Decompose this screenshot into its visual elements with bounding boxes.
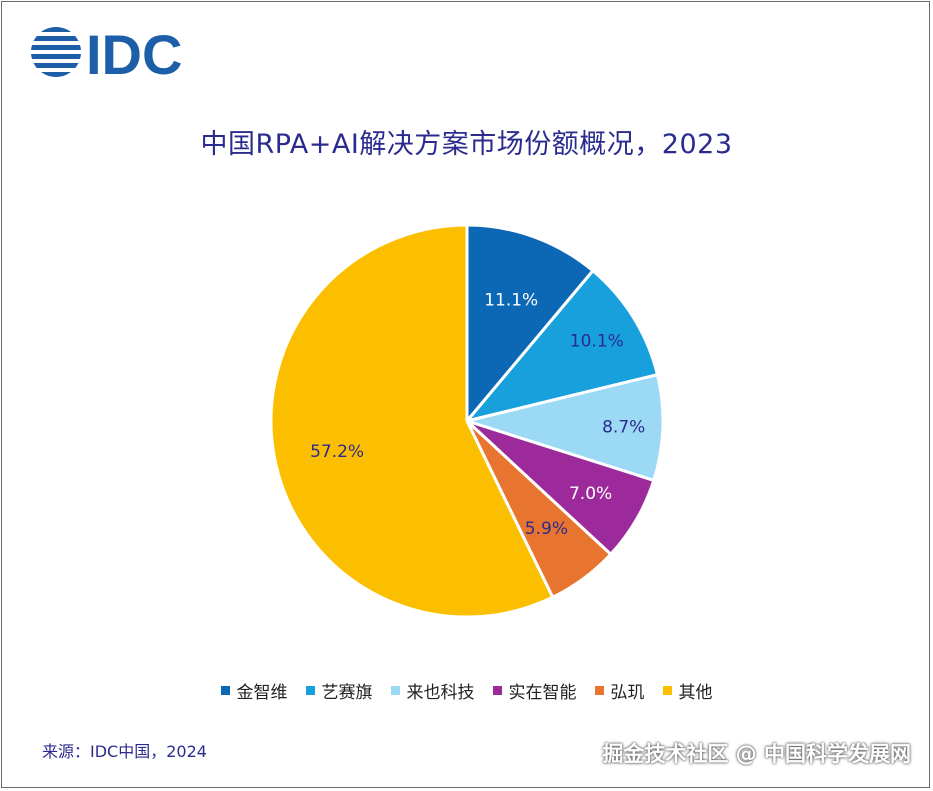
pie-slice-1 (465, 223, 595, 423)
pie-slice-6 (269, 223, 555, 619)
legend-item-4: 实在智能 (492, 678, 577, 703)
legend-item-6: 其他 (662, 678, 713, 703)
legend-label: 来也科技 (406, 683, 475, 703)
watermark: 掘金技术社区 @ 中国科学发展网 (602, 742, 911, 766)
data-label-4: 7.0% (569, 484, 612, 504)
data-label-6: 57.2% (310, 442, 364, 462)
legend-label: 实在智能 (508, 683, 577, 703)
legend-swatch (662, 686, 672, 695)
idc-logo-icon: IDC (31, 23, 182, 86)
idc-logo: IDC (28, 22, 198, 86)
legend-swatch (390, 686, 400, 695)
legend-item-1: 金智维 (220, 678, 288, 703)
legend-swatch (220, 686, 230, 695)
legend-label: 艺赛旗 (321, 683, 373, 703)
logo-text: IDC (86, 23, 182, 82)
pie-slice-3 (465, 373, 665, 482)
chart-legend: 金智维 艺赛旗 来也科技 实在智能 弘玑 其他 (0, 678, 933, 703)
legend-label: 弘玑 (610, 683, 645, 703)
legend-item-2: 艺赛旗 (305, 678, 373, 703)
legend-item-3: 来也科技 (390, 678, 475, 703)
data-label-5: 5.9% (525, 519, 568, 539)
chart-title: 中国RPA+AI解决方案市场份额概况，2023 (200, 129, 733, 160)
legend-label: 金智维 (236, 683, 288, 703)
data-label-3: 8.7% (602, 417, 645, 437)
legend-swatch (594, 686, 604, 695)
data-label-2: 10.1% (570, 331, 624, 351)
pie-slice-2 (465, 269, 659, 423)
legend-label: 其他 (678, 683, 713, 703)
data-label-1: 11.1% (484, 290, 538, 310)
legend-swatch (492, 686, 502, 695)
legend-item-5: 弘玑 (594, 678, 645, 703)
legend-swatch (305, 686, 315, 695)
source-note: 来源：IDC中国，2024 (42, 742, 207, 761)
